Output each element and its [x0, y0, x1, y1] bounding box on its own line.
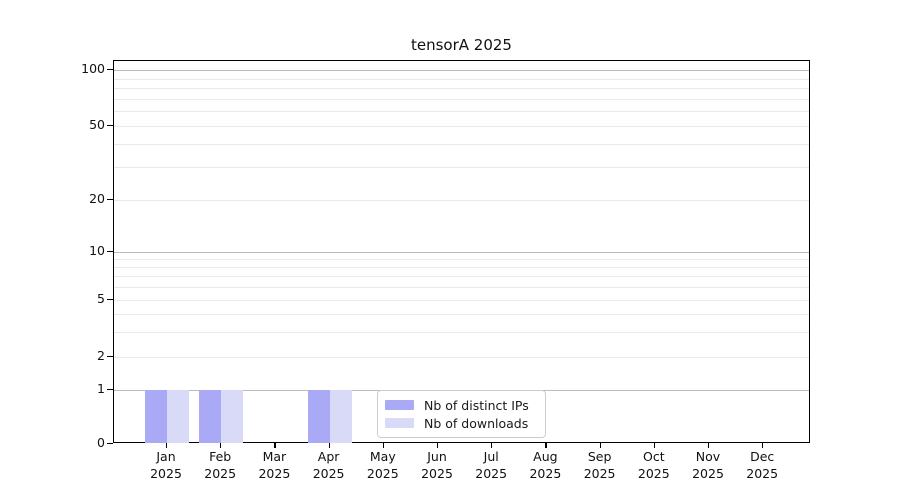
- x-tick-label-sep: Sep 2025: [583, 449, 616, 481]
- gridline-minor-80: [114, 88, 809, 90]
- gridline-minor-30: [114, 167, 809, 169]
- gridline-minor-2: [114, 357, 809, 358]
- gridline-minor-3: [114, 331, 809, 333]
- legend-item-downloads: Nb of downloads: [385, 416, 537, 431]
- y-tick-label-0: 0: [97, 435, 105, 450]
- y-tick-50: [107, 125, 113, 127]
- x-tick-label-feb: Feb 2025: [204, 449, 237, 481]
- plot-area: [113, 60, 810, 443]
- x-tick-dec: [762, 443, 764, 448]
- x-tick-label-apr: Apr 2025: [312, 449, 345, 481]
- y-tick-label-1: 1: [97, 380, 105, 396]
- x-tick-oct: [653, 443, 655, 448]
- x-tick-feb: [220, 443, 222, 448]
- x-tick-mar: [274, 443, 276, 448]
- y-tick-label-100: 100: [81, 61, 105, 76]
- x-tick-label-jan: Jan 2025: [150, 449, 182, 481]
- x-tick-label-nov: Nov 2025: [692, 449, 724, 481]
- x-tick-apr: [328, 443, 330, 448]
- y-tick-20: [107, 199, 113, 201]
- x-tick-jun: [437, 443, 439, 448]
- x-tick-label-oct: Oct 2025: [637, 449, 670, 481]
- bar-nb-of-downloads-apr: [329, 389, 352, 443]
- gridline-minor-60: [114, 111, 809, 113]
- y-tick-label-20: 20: [89, 191, 105, 206]
- x-tick-may: [382, 443, 384, 448]
- gridline-minor-6: [114, 287, 809, 289]
- legend-swatch-distinct-ips: [385, 400, 414, 410]
- gridline-minor-20: [114, 200, 809, 201]
- y-tick-100: [107, 69, 113, 71]
- x-tick-label-jul: Jul 2025: [475, 449, 508, 481]
- bar-nb-of-distinct-ips-apr: [307, 389, 330, 443]
- bar-nb-of-distinct-ips-jan: [145, 389, 167, 443]
- gridline-minor-40: [114, 144, 809, 146]
- x-tick-label-aug: Aug 2025: [529, 449, 562, 481]
- bar-nb-of-downloads-feb: [221, 389, 244, 443]
- y-tick-1: [107, 388, 113, 390]
- y-tick-label-10: 10: [89, 242, 105, 258]
- y-tick-label-2: 2: [97, 348, 105, 363]
- chart-title: tensorA 2025: [411, 36, 512, 54]
- y-tick-5: [107, 299, 113, 301]
- x-tick-sep: [599, 443, 601, 448]
- y-tick-2: [107, 356, 113, 358]
- x-tick-aug: [545, 443, 547, 448]
- legend-item-distinct-ips: Nb of distinct IPs: [385, 398, 537, 413]
- gridline-minor-8: [114, 267, 809, 269]
- gridline-major-100: [114, 70, 809, 71]
- y-tick-0: [107, 443, 113, 445]
- legend-swatch-downloads: [385, 418, 414, 428]
- gridline-minor-5: [114, 300, 809, 301]
- legend-label-downloads: Nb of downloads: [424, 415, 529, 431]
- bar-nb-of-downloads-jan: [167, 389, 189, 443]
- legend: Nb of distinct IPs Nb of downloads: [377, 390, 546, 438]
- gridline-minor-7: [114, 276, 809, 278]
- gridline-minor-4: [114, 313, 809, 315]
- y-tick-label-50: 50: [89, 117, 105, 132]
- bar-nb-of-distinct-ips-feb: [199, 389, 222, 443]
- x-tick-label-may: May 2025: [366, 449, 399, 481]
- gridline-minor-50: [114, 126, 809, 127]
- gridline-minor-70: [114, 98, 809, 100]
- x-tick-jul: [491, 443, 493, 448]
- x-tick-nov: [708, 443, 710, 448]
- legend-label-distinct-ips: Nb of distinct IPs: [424, 397, 529, 413]
- x-tick-label-jun: Jun 2025: [421, 449, 453, 481]
- gridline-major-10: [114, 251, 809, 253]
- gridline-minor-90: [114, 78, 809, 80]
- y-tick-10: [107, 250, 113, 252]
- y-tick-label-5: 5: [97, 291, 105, 306]
- x-tick-label-mar: Mar 2025: [258, 449, 291, 481]
- x-tick-jan: [166, 443, 168, 448]
- gridline-minor-9: [114, 258, 809, 260]
- x-tick-label-dec: Dec 2025: [746, 449, 779, 481]
